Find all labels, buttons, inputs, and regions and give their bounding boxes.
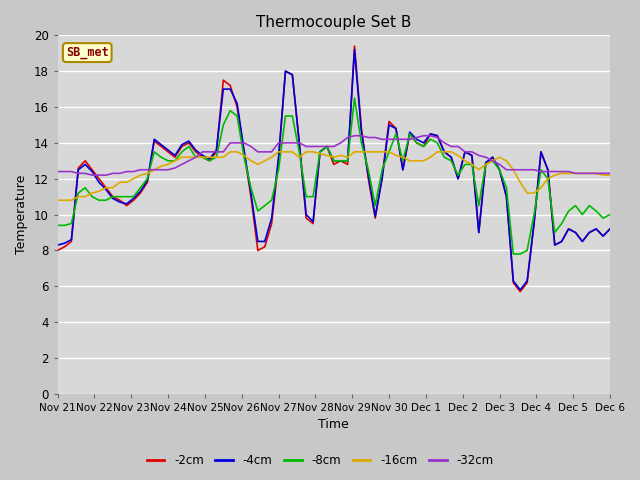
X-axis label: Time: Time bbox=[319, 419, 349, 432]
Y-axis label: Temperature: Temperature bbox=[15, 175, 28, 254]
Text: SB_met: SB_met bbox=[66, 46, 109, 59]
Legend: -2cm, -4cm, -8cm, -16cm, -32cm: -2cm, -4cm, -8cm, -16cm, -32cm bbox=[142, 449, 498, 472]
Title: Thermocouple Set B: Thermocouple Set B bbox=[256, 15, 412, 30]
